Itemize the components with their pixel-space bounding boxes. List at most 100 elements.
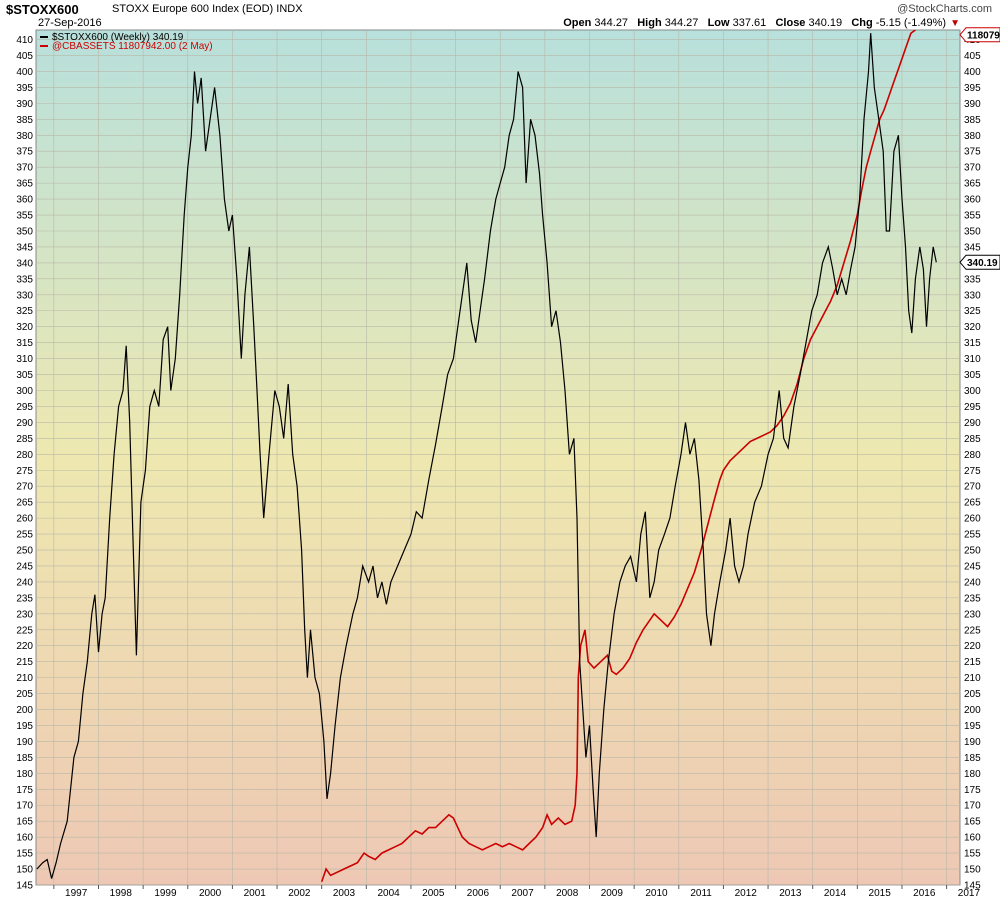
y-tick-label-right: 330 xyxy=(964,290,981,301)
y-tick-label-left: 275 xyxy=(16,466,33,477)
y-tick-label-left: 245 xyxy=(16,561,33,572)
y-tick-label-left: 300 xyxy=(16,386,33,397)
y-tick-label-left: 270 xyxy=(16,482,33,493)
x-tick-label: 1997 xyxy=(65,888,88,899)
y-tick-label-right: 250 xyxy=(964,546,981,557)
y-tick-label-left: 155 xyxy=(16,849,33,860)
y-tick-label-right: 300 xyxy=(964,386,981,397)
down-arrow-icon: ▼ xyxy=(950,18,960,29)
x-tick-label: 2001 xyxy=(244,888,267,899)
y-tick-label-right: 400 xyxy=(964,67,981,78)
y-tick-label-right: 145 xyxy=(964,881,981,892)
y-tick-label-right: 180 xyxy=(964,769,981,780)
y-tick-label-right: 375 xyxy=(964,147,981,158)
y-tick-label-left: 355 xyxy=(16,211,33,222)
x-tick-label: 2004 xyxy=(378,888,401,899)
y-tick-label-left: 175 xyxy=(16,785,33,796)
y-tick-label-right: 350 xyxy=(964,226,981,237)
y-tick-label-right: 265 xyxy=(964,498,981,509)
chg-value: -5.15 (-1.49%) xyxy=(875,17,947,29)
y-tick-label-left: 205 xyxy=(16,689,33,700)
y-tick-label-right: 385 xyxy=(964,115,981,126)
y-tick-label-left: 315 xyxy=(16,338,33,349)
ohlc-readout: Open 344.27 High 344.27 Low 337.61 Close… xyxy=(563,17,960,29)
y-tick-label-left: 340 xyxy=(16,258,33,269)
y-tick-label-left: 370 xyxy=(16,163,33,174)
x-tick-label: 2005 xyxy=(422,888,445,899)
y-tick-label-right: 190 xyxy=(964,737,981,748)
y-tick-label-right: 405 xyxy=(964,51,981,62)
legend-entry-stoxx: $STOXX600 (Weekly) 340.19 xyxy=(52,32,184,43)
brand-label: @StockCharts.com xyxy=(897,3,992,15)
cbassets-line xyxy=(320,30,916,883)
open-value: 344.27 xyxy=(594,17,629,29)
x-tick-label: 2012 xyxy=(735,888,758,899)
high-label: High xyxy=(637,17,662,29)
y-tick-label-right: 370 xyxy=(964,163,981,174)
y-tick-label-right: 280 xyxy=(964,450,981,461)
y-tick-label-left: 195 xyxy=(16,721,33,732)
exchange-label: INDX xyxy=(276,3,303,15)
index-name: STOXX Europe 600 Index (EOD) xyxy=(112,3,274,15)
y-tick-label-left: 225 xyxy=(16,625,33,636)
symbol-description: STOXX Europe 600 Index (EOD) INDX xyxy=(112,3,303,15)
y-tick-label-right: 310 xyxy=(964,354,981,365)
y-tick-label-right: 230 xyxy=(964,609,981,620)
y-tick-label-left: 305 xyxy=(16,370,33,381)
y-tick-label-right: 220 xyxy=(964,641,981,652)
y-tick-label-right: 240 xyxy=(964,577,981,588)
y-tick-label-left: 145 xyxy=(16,881,33,892)
x-tick-label: 2003 xyxy=(333,888,356,899)
y-tick-label-right: 210 xyxy=(964,673,981,684)
x-axis: 1997 1998 1999 2000 2001 2002 2003 2004 2005 2006… xyxy=(53,885,981,899)
legend: $STOXX600 (Weekly) 340.19 @CBASSETS 1180… xyxy=(40,32,213,52)
y-tick-label-left: 365 xyxy=(16,179,33,190)
y-tick-label-left: 215 xyxy=(16,657,33,668)
y-tick-label-left: 150 xyxy=(16,865,33,876)
y-tick-label-left: 360 xyxy=(16,195,33,206)
y-tick-label-right: 225 xyxy=(964,625,981,636)
y-tick-label-right: 165 xyxy=(964,817,981,828)
x-tick-label: 2017 xyxy=(958,888,981,899)
close-label: Close xyxy=(775,17,806,29)
x-tick-label: 2009 xyxy=(601,888,624,899)
y-tick-label-right: 395 xyxy=(964,83,981,94)
y-tick-label-right: 390 xyxy=(964,99,981,110)
y-tick-label-left: 170 xyxy=(16,801,33,812)
y-tick-label-left: 230 xyxy=(16,609,33,620)
x-tick-label: 2007 xyxy=(511,888,534,899)
high-value: 344.27 xyxy=(664,17,699,29)
y-tick-label-right: 260 xyxy=(964,514,981,525)
y-tick-label-left: 235 xyxy=(16,593,33,604)
y-tick-label-left: 250 xyxy=(16,546,33,557)
y-tick-label-right: 275 xyxy=(964,466,981,477)
x-tick-label: 2016 xyxy=(913,888,936,899)
y-tick-label-left: 405 xyxy=(16,51,33,62)
last-value-tag-cbassets: 118079 xyxy=(959,27,1000,43)
y-tick-label-right: 335 xyxy=(964,274,981,285)
close-value: 340.19 xyxy=(808,17,843,29)
y-tick-label-left: 380 xyxy=(16,131,33,142)
y-tick-label-right: 290 xyxy=(964,418,981,429)
open-label: Open xyxy=(563,17,592,29)
y-tick-label-left: 200 xyxy=(16,705,33,716)
y-tick-label-left: 325 xyxy=(16,306,33,317)
y-axis-left: 145 150 155 160 165 170 175 180 185 190 195 200 205 2… xyxy=(16,35,33,891)
symbol-title: $STOXX600 xyxy=(6,2,79,17)
y-tick-label-right: 200 xyxy=(964,705,981,716)
y-tick-label-left: 240 xyxy=(16,577,33,588)
y-tick-label-right: 305 xyxy=(964,370,981,381)
low-label: Low xyxy=(707,17,730,29)
y-tick-label-right: 295 xyxy=(964,402,981,413)
svg-text:118079: 118079 xyxy=(967,30,1000,41)
x-tick-label: 2006 xyxy=(467,888,490,899)
y-tick-label-left: 220 xyxy=(16,641,33,652)
y-tick-label-right: 195 xyxy=(964,721,981,732)
y-tick-label-left: 165 xyxy=(16,817,33,828)
last-value-tag-stoxx: 340.19 xyxy=(959,254,1000,270)
y-tick-label-right: 360 xyxy=(964,195,981,206)
x-tick-label: 2013 xyxy=(779,888,802,899)
y-tick-label-left: 210 xyxy=(16,673,33,684)
y-tick-label-left: 290 xyxy=(16,418,33,429)
